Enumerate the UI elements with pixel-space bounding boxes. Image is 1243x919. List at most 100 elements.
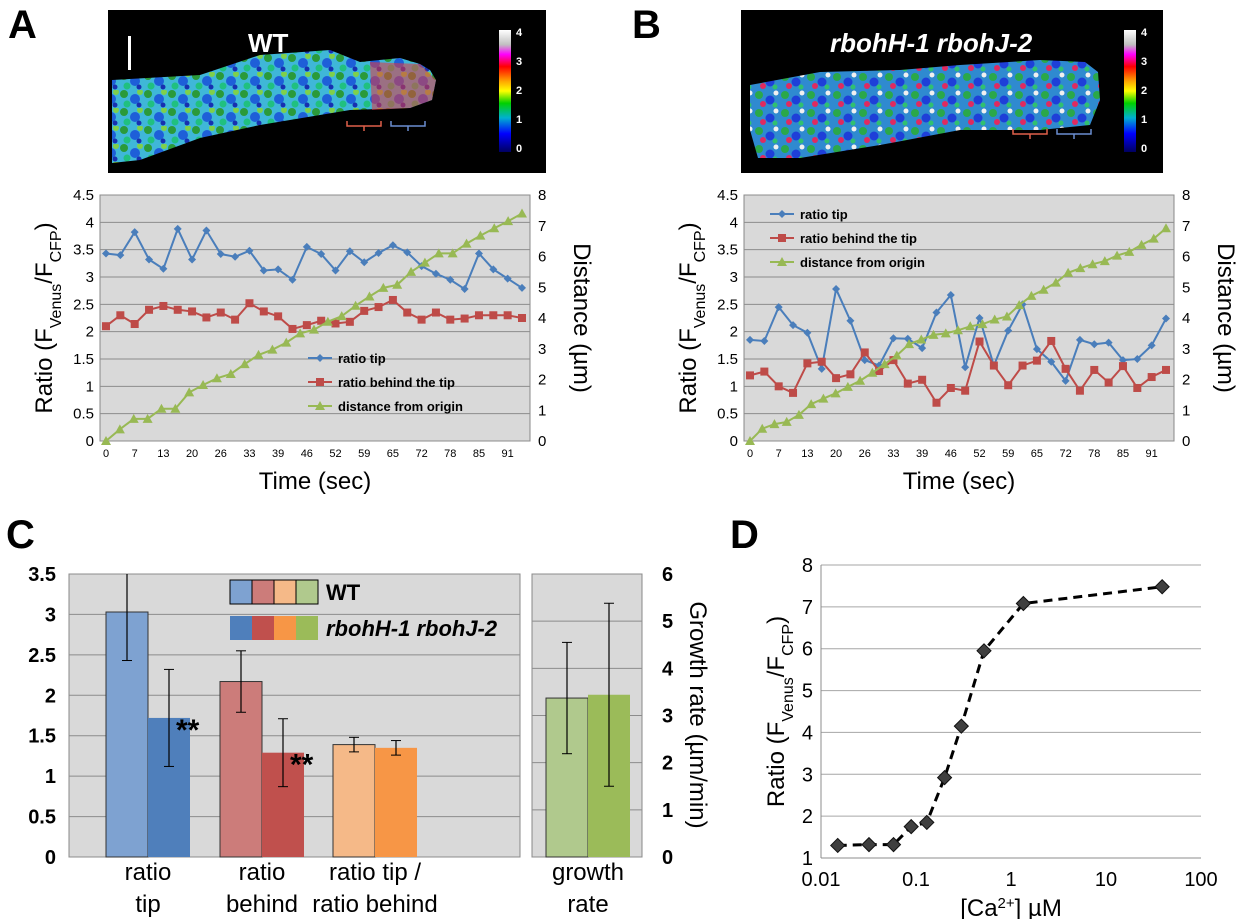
- bar-group: ratio tip / ratio behind: [312, 736, 438, 918]
- data-point: [1162, 314, 1170, 323]
- data-point: [1136, 239, 1147, 249]
- data-point: [919, 814, 935, 831]
- legend-swatch: [274, 616, 296, 640]
- legend-label: ratio behind the tip: [800, 231, 917, 246]
- data-point: [760, 336, 769, 345]
- data-point: [793, 409, 804, 419]
- y-tick-left: 1.5: [73, 351, 94, 368]
- x-tick: 13: [157, 448, 169, 460]
- data-point: [1004, 326, 1013, 335]
- colorbar-tick: 4: [516, 27, 523, 39]
- data-point: [961, 386, 970, 395]
- data-point: [461, 238, 472, 248]
- data-point: [116, 311, 125, 320]
- micrograph-wt: WT 4 3 2 1 0: [108, 10, 546, 173]
- x-tick: 91: [502, 448, 514, 460]
- y-tick-right: 5: [1182, 279, 1190, 296]
- data-point: [419, 257, 430, 267]
- y-tick: 3: [802, 764, 813, 786]
- category-label: ratio: [125, 859, 172, 886]
- category-label: ratio tip /: [329, 859, 421, 886]
- legend-label-wt: WT: [326, 580, 361, 605]
- y-tick-right: 5: [662, 611, 673, 633]
- y-tick-left: 4: [86, 214, 94, 231]
- data-point: [288, 275, 297, 284]
- y-tick-left: 0.5: [717, 406, 738, 423]
- data-point: [489, 311, 498, 320]
- series-ratio-tip: [746, 285, 1170, 385]
- y-tick-right: 8: [1182, 187, 1190, 204]
- data-point: [1075, 335, 1084, 344]
- significance-mark: **: [290, 749, 314, 782]
- y-axis-title: Ratio (FVenus/FCFP): [763, 616, 797, 807]
- data-point: [1061, 364, 1070, 373]
- data-point: [173, 224, 182, 233]
- data-point: [130, 320, 139, 329]
- y-axis-title-right: Growth rate (µm/min): [684, 601, 711, 828]
- data-point: [128, 413, 139, 423]
- x-tick: 39: [916, 448, 928, 460]
- y-tick-right: 6: [538, 249, 546, 266]
- data-point: [975, 314, 984, 322]
- data-point: [746, 371, 754, 380]
- data-point: [388, 241, 397, 250]
- y-tick: 7: [802, 597, 813, 619]
- data-point: [101, 436, 111, 445]
- data-point: [102, 249, 110, 258]
- micrograph-rboh: rbohH-1 rbohJ-2 4 3 2 1 0: [741, 10, 1163, 173]
- data-point: [336, 311, 347, 321]
- data-point: [446, 275, 455, 284]
- data-point: [184, 387, 195, 397]
- data-point: [1075, 386, 1084, 395]
- data-point: [903, 818, 919, 835]
- y-tick-left: 2.5: [28, 645, 56, 667]
- data-point: [350, 300, 361, 310]
- data-point: [936, 769, 953, 786]
- chart-c: 00.511.522.533.50123456**ratiotip**ratio…: [28, 564, 711, 918]
- data-point: [965, 321, 976, 331]
- data-point: [302, 242, 311, 251]
- data-point: [364, 291, 375, 301]
- data-point: [460, 285, 469, 294]
- data-point: [860, 348, 869, 357]
- data-point: [274, 312, 283, 321]
- data-point: [976, 643, 992, 659]
- data-point: [818, 393, 829, 403]
- y-tick-right: 8: [538, 187, 546, 204]
- data-point: [760, 367, 769, 376]
- y-tick-left: 1: [45, 766, 56, 788]
- panel-label-c: C: [6, 513, 35, 557]
- data-point: [1161, 223, 1171, 233]
- x-tick: 39: [272, 448, 284, 460]
- data-point: [517, 208, 527, 218]
- y-tick-left: 3.5: [28, 564, 56, 586]
- data-point: [774, 382, 783, 391]
- legend-label: ratio tip: [338, 351, 386, 366]
- data-point: [392, 279, 403, 289]
- data-point: [145, 305, 154, 314]
- series-distance-from-origin: [745, 223, 1171, 445]
- legend-marker: [778, 210, 786, 218]
- legend-swatch: [296, 616, 318, 640]
- x-tick: 65: [387, 448, 399, 460]
- data-point: [433, 248, 444, 258]
- data-point: [867, 367, 878, 377]
- data-point: [932, 398, 941, 407]
- data-point: [114, 424, 125, 434]
- data-point: [331, 319, 340, 328]
- legend-swatch: [251, 579, 275, 605]
- legend-swatch: [273, 579, 297, 605]
- y-tick-right: 4: [538, 310, 546, 327]
- x-tick: 1: [1005, 869, 1016, 891]
- x-tick: 72: [1059, 448, 1071, 460]
- data-point: [253, 349, 264, 359]
- y-tick-right: 2: [662, 753, 673, 775]
- data-point: [447, 248, 458, 258]
- data-point: [889, 356, 898, 365]
- y-tick-right: 3: [1182, 341, 1190, 358]
- y-tick: 4: [802, 722, 813, 744]
- legend-marker: [778, 234, 786, 242]
- data-point: [875, 367, 884, 376]
- data-point: [830, 388, 841, 398]
- data-point: [1118, 362, 1127, 371]
